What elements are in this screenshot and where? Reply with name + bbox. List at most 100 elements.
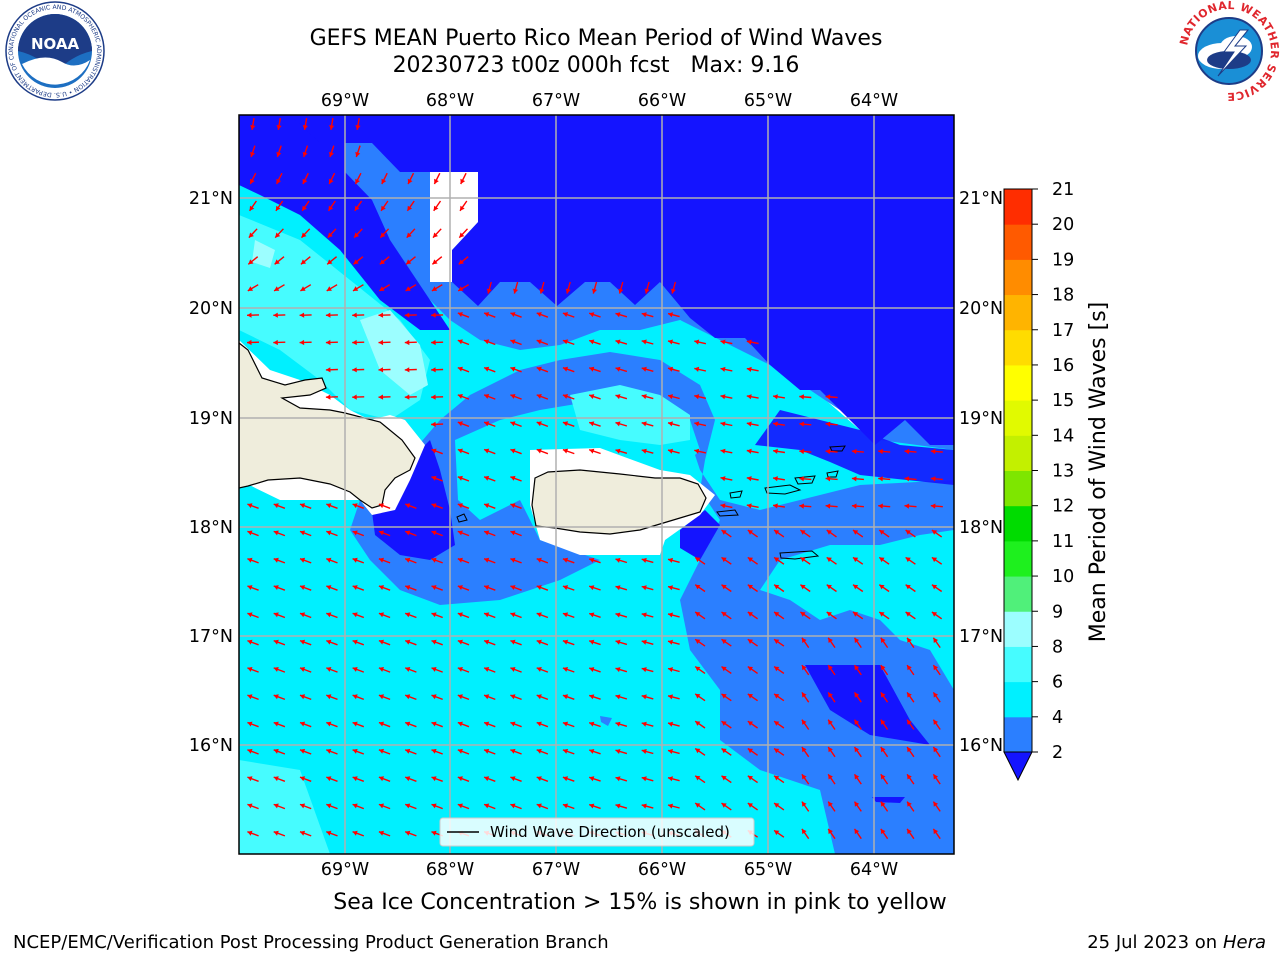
wind-arrow-head [302,178,308,184]
wind-arrow-head [562,557,569,563]
wind-arrow-head [747,693,753,699]
wind-arrow-head [907,828,912,835]
wind-arrow-head [352,585,358,590]
wind-arrow-head [328,205,334,211]
wind-arrow-head [329,151,334,157]
wind-arrow-head [433,205,439,211]
wind-arrow-head [326,286,332,291]
wind-arrow-head [746,503,752,509]
wind-arrow-head [276,151,282,157]
wind-arrow-head [484,312,490,317]
wind-arrow-head [457,694,463,700]
forecast-run: 20230723 t00z 000h fcst [392,53,670,78]
wind-arrow-head [799,476,804,482]
wind-arrow-head [457,612,463,618]
wind-arrow-head [355,125,361,130]
wind-arrow-head [747,748,753,754]
wind-arrow-head [907,719,912,725]
render-date: 25 Jul 2023 on Hera [1087,932,1266,953]
wind-arrow-head [433,232,438,238]
wind-arrow-head [326,748,332,754]
wind-arrow-head [405,694,411,700]
wind-arrow-head [695,803,701,808]
wind-arrow-head [352,694,358,700]
colorbar-tick-label: 10 [1052,567,1074,587]
wind-arrow-head [378,394,384,400]
colorbar-tick-label: 13 [1052,462,1074,482]
wind-arrow-head [589,639,595,645]
wind-arrow-head [352,530,358,536]
wind-arrow-head [773,503,778,509]
wind-arrow-head [774,557,780,563]
colorbar-segment [1004,505,1032,542]
wind-arrow-head [825,394,831,400]
wind-arrow-head [431,585,437,590]
wind-arrow-head [774,775,780,781]
wind-arrow-head [851,503,857,509]
wind-arrow-head [907,747,912,753]
noaa-logo-text: NOAA [31,35,80,53]
wind-arrow-head [668,394,673,400]
colorbar-tick-label: 6 [1052,673,1063,693]
wind-arrow-head [828,747,833,753]
wind-arrow-head [720,366,726,372]
wind-arrow-head [300,585,306,590]
wind-arrow-head [329,125,335,130]
wind-arrow-head [536,748,542,754]
wind-arrow-head [457,421,463,427]
wind-arrow-head [562,803,569,809]
wind-arrow-head [247,585,253,590]
wind-arrow-head [562,312,569,317]
wind-arrow-head [562,721,569,727]
wind-arrow-head [326,639,332,645]
wind-arrow-head [933,774,939,780]
svg-text:64°W: 64°W [850,860,898,880]
svg-text:68°W: 68°W [426,91,474,111]
wind-arrow-head [273,339,278,346]
wind-arrow-head [457,667,463,672]
wind-arrow-head [907,665,912,671]
wind-arrow-head [380,232,386,238]
svg-text:18°N: 18°N [189,518,233,538]
wind-arrow-head [354,232,360,238]
wind-arrow-head [800,584,806,590]
wind-arrow-head [615,803,621,809]
wind-arrow-head [904,448,910,455]
wind-arrow-head [668,312,673,318]
wind-arrow-head [378,312,384,318]
wind-arrow-head [589,339,595,345]
wind-arrow-head [247,721,253,727]
wind-arrow-head [404,312,410,318]
wind-arrow-head [352,667,358,672]
wind-arrow-head [774,693,780,699]
wind-arrow-head [641,557,647,563]
wind-arrow-head [274,286,280,291]
wind-arrow-head [562,448,569,454]
colorbar-segment [1004,259,1032,296]
wind-arrow-head [378,748,384,754]
wind-arrow-head [300,776,306,782]
wind-arrow-head [484,694,490,700]
wind-arrow-head [905,557,911,563]
wind-arrow-head [326,557,332,563]
wind-arrow-head [273,667,279,672]
svg-text:20°N: 20°N [959,299,1003,319]
wind-arrow-head [933,801,939,807]
wind-arrow-head [589,421,595,427]
colorbar-tick-label: 17 [1052,321,1074,341]
wind-arrow-head [668,776,673,782]
wind-arrow-head [933,692,939,698]
wind-arrow-head [276,178,281,184]
wind-arrow-head [930,503,936,509]
colorbar-tick-label: 21 [1052,180,1074,200]
wind-arrow-head [878,448,883,455]
wind-arrow-head [615,394,621,400]
wind-arrow-head [273,312,278,318]
wind-arrow-head [641,776,647,782]
wind-arrow-head [484,803,490,809]
colorbar-segment [1004,646,1032,683]
wind-arrow-head [641,312,647,318]
wind-arrow-head [302,151,308,157]
wind-arrow-head [484,421,490,427]
wind-arrow-head [828,828,833,835]
